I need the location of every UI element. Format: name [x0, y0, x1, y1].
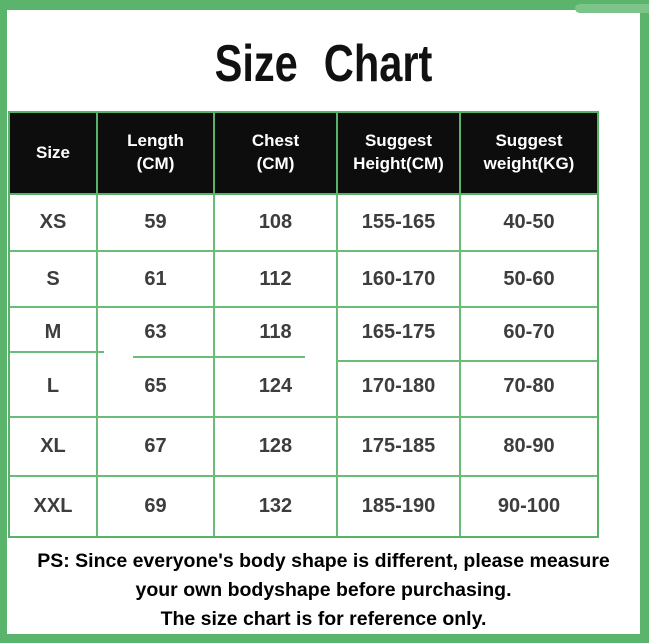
disclaimer-note: PS: Since everyone's body shape is diffe… [7, 547, 640, 634]
table-cell: L [10, 357, 98, 418]
table-cell: 128 [215, 418, 338, 477]
table-cell: 118 [215, 308, 338, 357]
header-suggest-height: Suggest Height(CM) [338, 113, 461, 195]
table-cell: 70-80 [461, 357, 597, 418]
table-cell: 61 [98, 252, 215, 308]
table-cell: XXL [10, 477, 98, 536]
note-line: The size chart is for reference only. [160, 608, 487, 630]
table-cell: 108 [215, 195, 338, 252]
table-cell: 155-165 [338, 195, 461, 252]
header-length: Length (CM) [98, 113, 215, 195]
table-cell: 160-170 [338, 252, 461, 308]
table-cell: 67 [98, 418, 215, 477]
header-chest: Chest (CM) [215, 113, 338, 195]
header-suggest-weight: Suggest weight(KG) [461, 113, 597, 195]
table-cell: 165-175 [338, 308, 461, 357]
table-cell: 80-90 [461, 418, 597, 477]
table-cell: 50-60 [461, 252, 597, 308]
table-cell: 40-50 [461, 195, 597, 252]
table-cell: 170-180 [338, 357, 461, 418]
table-cell: M [10, 308, 98, 357]
table-cell: XL [10, 418, 98, 477]
table-cell: 124 [215, 357, 338, 418]
table-cell: 59 [98, 195, 215, 252]
table-cell: 65 [98, 357, 215, 418]
size-table: Size Length (CM) Chest (CM) Suggest Heig… [8, 111, 599, 538]
table-cell: XS [10, 195, 98, 252]
broken-border-segment [338, 360, 597, 362]
broken-border-segment [10, 351, 104, 353]
broken-border-segment [133, 356, 305, 358]
page-title: Size Chart [214, 35, 433, 93]
table-cell: 175-185 [338, 418, 461, 477]
table-cell: 112 [215, 252, 338, 308]
table-cell: 63 [98, 308, 215, 357]
table-cell: 132 [215, 477, 338, 536]
content-frame: Size Chart Size Length (CM) Chest (CM) S… [7, 10, 640, 634]
note-line: PS: Since everyone's body shape is diffe… [37, 550, 610, 572]
table-cell: 90-100 [497, 495, 561, 517]
note-line: your own bodyshape before purchasing. [135, 579, 512, 601]
table-cell: 60-70 [503, 321, 555, 343]
header-size: Size [10, 113, 98, 195]
table-cell: 69 [98, 477, 215, 536]
corner-tab-decoration [575, 4, 649, 13]
table-cell: S [10, 252, 98, 308]
table-cell: 185-190 [338, 477, 461, 536]
